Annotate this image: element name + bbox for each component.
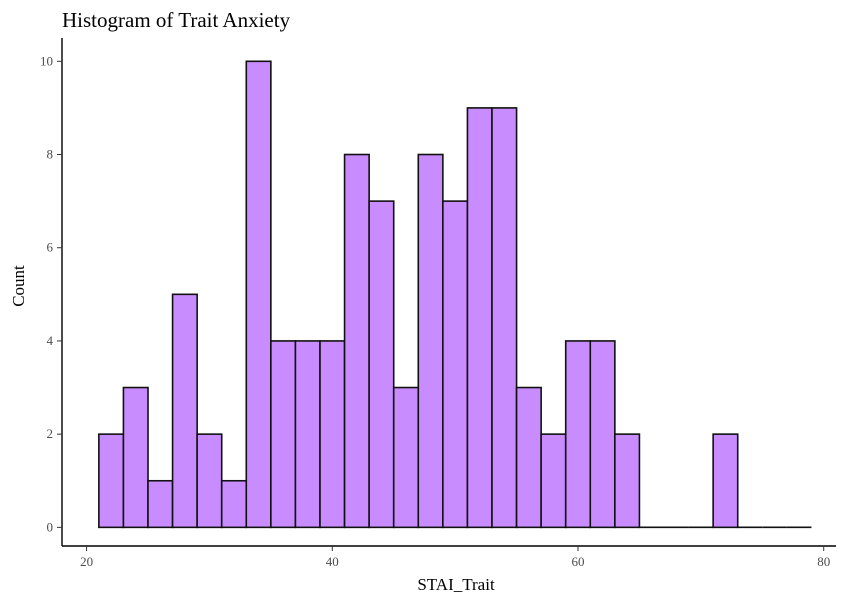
x-axis-ticks: 20 40 60 80: [80, 546, 830, 569]
x-tick-label: 60: [572, 554, 585, 569]
x-tick-label: 40: [326, 554, 339, 569]
histogram-bar: [245, 60, 272, 529]
y-tick-label: 4: [47, 333, 54, 348]
histogram-bar: [392, 386, 420, 529]
y-tick-label: 2: [47, 426, 54, 441]
histogram-bar: [343, 153, 370, 529]
histogram-bar: [319, 340, 346, 529]
histogram-bar: [442, 200, 469, 529]
histogram-bar: [196, 433, 223, 529]
y-tick-label: 8: [47, 147, 54, 162]
histogram-bar: [712, 433, 739, 529]
histogram-bar: [540, 433, 567, 529]
histogram-bar: [491, 107, 518, 529]
y-axis-title: Count: [9, 265, 28, 307]
y-tick-label: 10: [40, 53, 53, 68]
bars-group: [98, 60, 812, 529]
histogram-bar: [220, 479, 248, 529]
histogram-bar: [294, 340, 321, 529]
histogram-bar: [368, 200, 395, 529]
y-tick-label: 0: [47, 519, 54, 534]
histogram-bar: [417, 153, 444, 529]
histogram-bar: [466, 107, 493, 529]
x-tick-label: 20: [80, 554, 93, 569]
histogram-bar: [589, 340, 616, 529]
histogram-bar: [564, 340, 592, 529]
histogram-bar: [147, 479, 174, 529]
y-axis-ticks: 0 2 4 6 8 10: [40, 53, 62, 534]
histogram-bar: [171, 293, 198, 529]
histogram-bar: [98, 433, 125, 529]
histogram-bar: [270, 340, 297, 529]
x-tick-label: 80: [817, 554, 830, 569]
chart-title: Histogram of Trait Anxiety: [62, 8, 291, 32]
histogram-bar: [122, 386, 149, 529]
y-tick-label: 6: [47, 240, 54, 255]
histogram-bar: [614, 433, 641, 529]
histogram-bar: [515, 386, 542, 529]
x-axis-title: STAI_Trait: [417, 575, 495, 594]
